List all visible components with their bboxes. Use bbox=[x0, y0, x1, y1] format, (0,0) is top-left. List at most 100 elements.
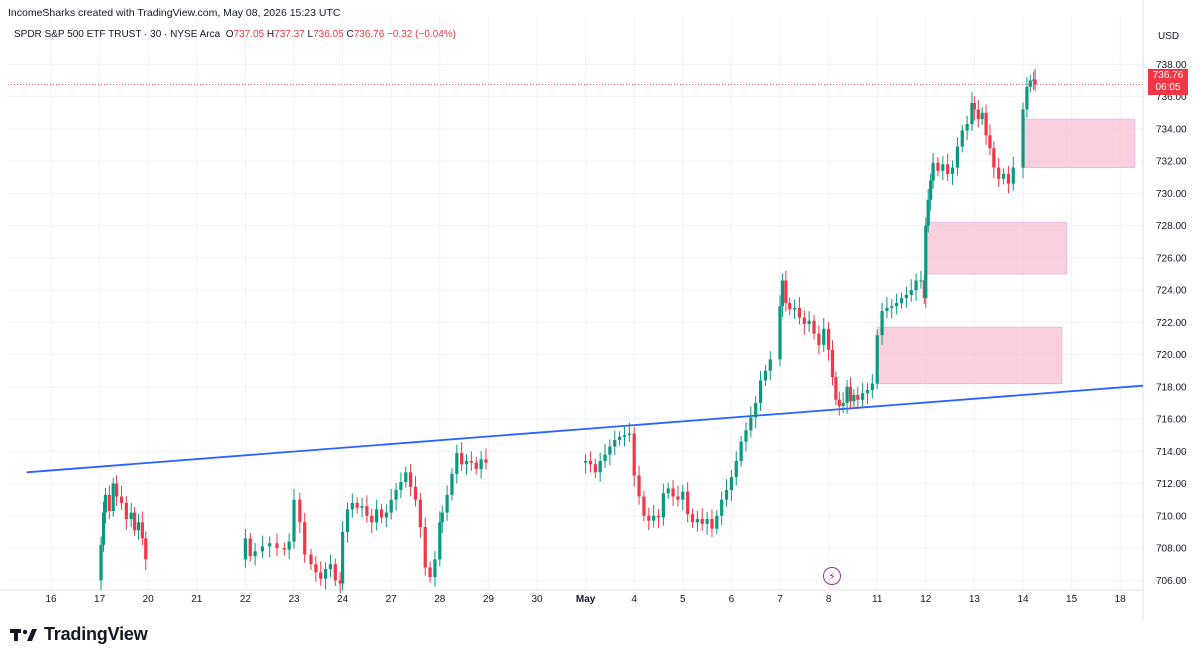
x-tick-label: 21 bbox=[191, 594, 203, 605]
candle-body bbox=[243, 538, 247, 560]
candle-body bbox=[140, 522, 144, 539]
high-value: 737.37 bbox=[274, 29, 305, 40]
candle-body bbox=[652, 515, 656, 521]
candle-body bbox=[469, 461, 473, 463]
candle-body bbox=[666, 488, 670, 494]
candle-body bbox=[720, 499, 724, 516]
candle-body bbox=[822, 328, 826, 345]
tradingview-logo-icon bbox=[10, 628, 37, 641]
candle-body bbox=[333, 564, 337, 581]
candle-body bbox=[768, 359, 772, 371]
candle-body bbox=[890, 306, 894, 308]
candle-body bbox=[965, 124, 969, 131]
candle-body bbox=[656, 515, 661, 518]
candle-body bbox=[404, 472, 408, 482]
x-tick-label: 17 bbox=[94, 594, 106, 605]
candle-body bbox=[686, 491, 690, 515]
x-tick-label: 18 bbox=[1115, 594, 1127, 605]
candle-body bbox=[676, 496, 680, 500]
candle-body bbox=[323, 569, 328, 579]
candle-body bbox=[899, 298, 904, 303]
x-tick-label: 13 bbox=[969, 594, 981, 605]
candle-body bbox=[817, 333, 821, 345]
candle-body bbox=[484, 459, 488, 463]
candle-body bbox=[778, 306, 782, 360]
candle-body bbox=[593, 464, 597, 473]
candle-body bbox=[758, 380, 763, 403]
price-chart[interactable]: 706.00 708.00 710.00 712.00 714.00 716.00 718.… bbox=[0, 0, 1200, 620]
candle-body bbox=[797, 307, 802, 318]
close-label: C bbox=[346, 29, 354, 40]
candle-body bbox=[345, 509, 350, 532]
candle-body bbox=[440, 512, 444, 523]
candle-body bbox=[1001, 173, 1006, 179]
candle-body bbox=[763, 370, 768, 381]
candle-body bbox=[464, 461, 469, 465]
candle-body bbox=[749, 417, 753, 431]
x-tick-label: 27 bbox=[386, 594, 398, 605]
x-tick-label: 30 bbox=[531, 594, 543, 605]
y-tick-label: 714.00 bbox=[1156, 447, 1187, 458]
candle-body bbox=[124, 502, 128, 520]
candle-body bbox=[700, 519, 704, 524]
resistance-zone bbox=[876, 326, 1063, 385]
candle-body bbox=[754, 402, 758, 418]
high-label: H bbox=[266, 29, 275, 40]
candle-body bbox=[647, 515, 651, 521]
tradingview-logo[interactable]: TradingView bbox=[10, 624, 148, 645]
candle-body bbox=[588, 461, 593, 465]
x-tick-label: 22 bbox=[240, 594, 252, 605]
candle-body bbox=[132, 512, 137, 531]
candle-body bbox=[929, 180, 933, 200]
candle-body bbox=[865, 390, 870, 394]
candle-body bbox=[784, 280, 788, 303]
price-axis[interactable]: 706.00 708.00 710.00 712.00 714.00 716.00 718.… bbox=[1156, 60, 1187, 587]
candle-body bbox=[885, 307, 889, 312]
x-tick-label: 16 bbox=[45, 594, 57, 605]
candle-body bbox=[931, 162, 935, 181]
candle-body bbox=[681, 491, 685, 500]
candle-body bbox=[613, 440, 617, 447]
candle-body bbox=[914, 280, 918, 291]
candle-body bbox=[399, 481, 403, 491]
currency-label[interactable]: USD bbox=[1158, 31, 1180, 42]
lightning-alert-icon[interactable]: ⚡ bbox=[823, 567, 841, 585]
candle-body bbox=[895, 302, 899, 307]
candle-body bbox=[637, 475, 641, 497]
x-tick-label: 5 bbox=[680, 594, 686, 605]
y-tick-label: 720.00 bbox=[1156, 350, 1187, 361]
candlesticks bbox=[99, 68, 1037, 594]
resistance-zone bbox=[925, 221, 1068, 275]
candle-body bbox=[360, 506, 364, 508]
candle-body bbox=[474, 462, 478, 470]
y-tick-label: 732.00 bbox=[1156, 157, 1187, 168]
candle-body bbox=[988, 135, 992, 149]
candle-body bbox=[848, 386, 853, 402]
candle-body bbox=[418, 499, 422, 528]
trendline[interactable] bbox=[26, 384, 1144, 474]
candle-body bbox=[845, 386, 849, 403]
close-value: 736.76 bbox=[353, 29, 385, 40]
candle-body bbox=[111, 483, 115, 511]
candle-body bbox=[438, 522, 442, 560]
time-axis[interactable]: 16 17 20 21 22 23 24 27 28 29 30 May 4 5 6 7 8 11 12 13 14 15… bbox=[45, 594, 1126, 605]
x-tick-label: 23 bbox=[288, 594, 300, 605]
candle-body bbox=[690, 514, 695, 523]
y-tick-label: 722.00 bbox=[1156, 318, 1187, 329]
y-tick-label: 708.00 bbox=[1156, 544, 1187, 555]
open-label: O bbox=[225, 29, 234, 40]
candle-body bbox=[287, 541, 291, 550]
symbol-name[interactable]: SPDR S&P 500 ETF TRUST · 30 · NYSE Arca bbox=[14, 29, 221, 40]
candle-body bbox=[904, 294, 908, 299]
candle-body bbox=[924, 225, 928, 299]
candle-body bbox=[926, 199, 930, 226]
x-tick-label: 7 bbox=[777, 594, 783, 605]
y-tick-label: 734.00 bbox=[1156, 124, 1187, 135]
candle-body bbox=[450, 473, 454, 495]
candle-body bbox=[997, 167, 1001, 179]
low-label: L bbox=[307, 29, 314, 40]
symbol-header: SPDR S&P 500 ETF TRUST · 30 · NYSE Arca … bbox=[14, 29, 456, 40]
candle-body bbox=[661, 493, 665, 518]
candle-body bbox=[618, 436, 622, 441]
candle-body bbox=[379, 509, 384, 518]
